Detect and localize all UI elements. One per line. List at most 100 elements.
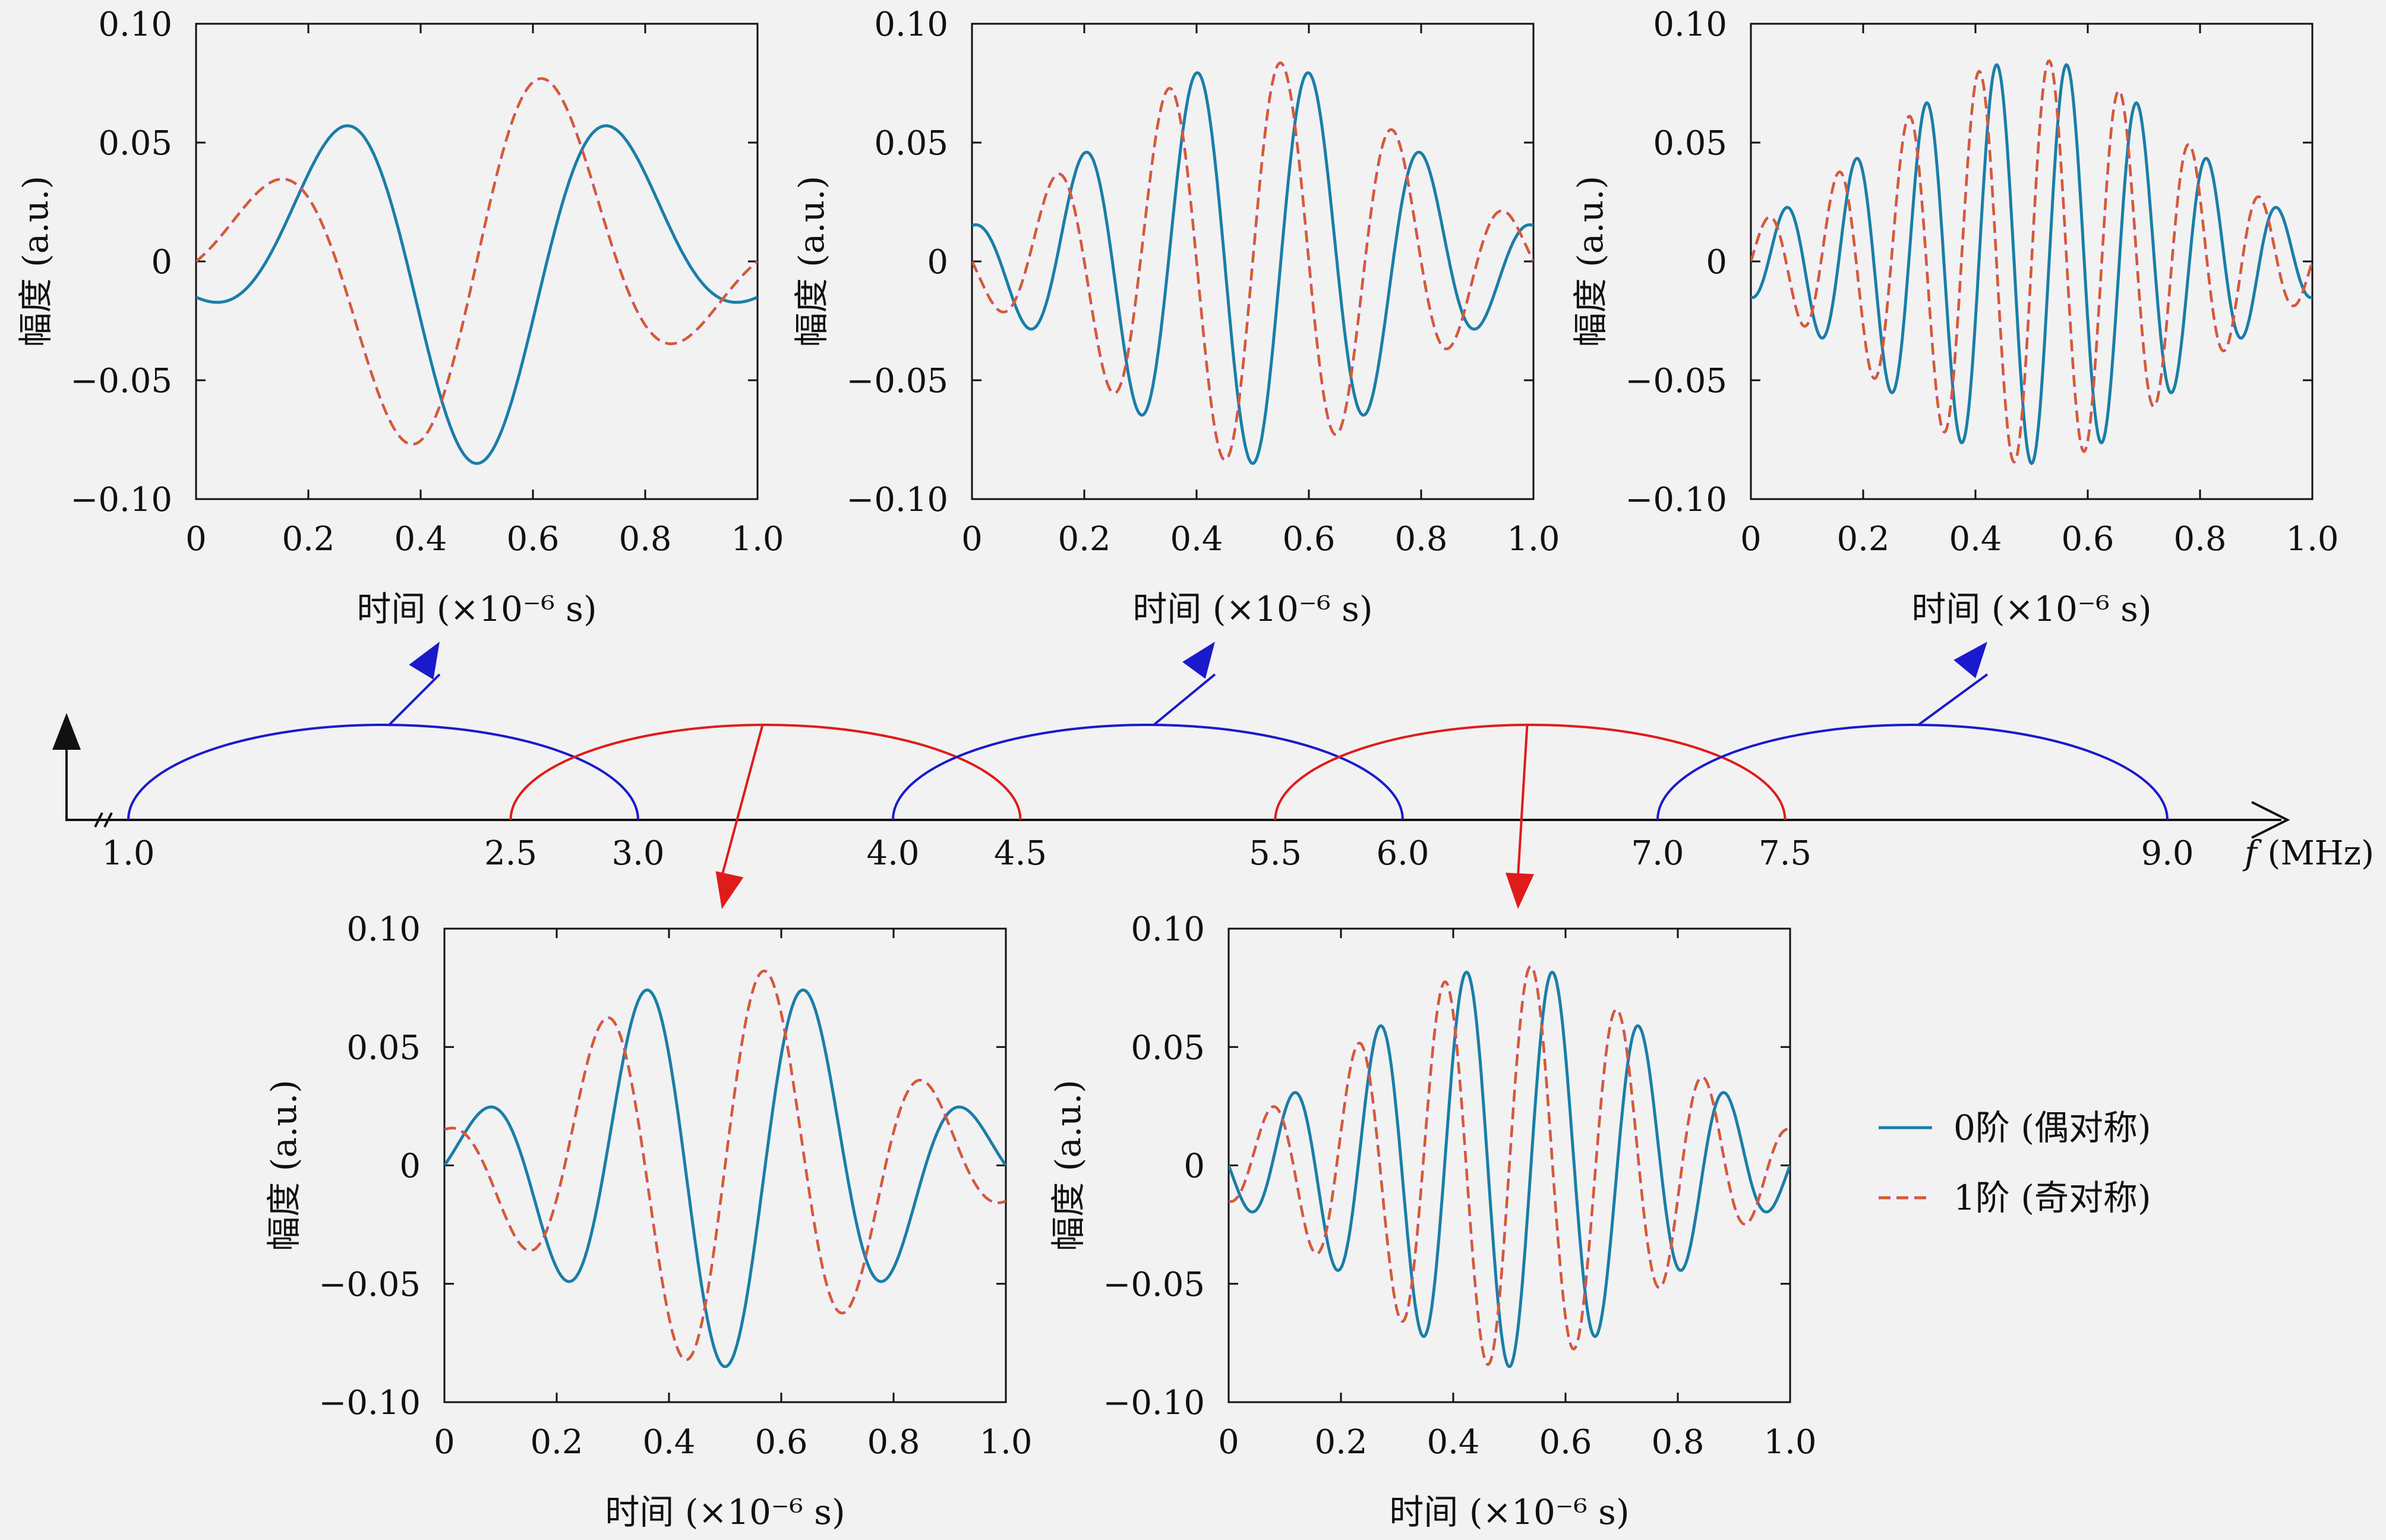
x-tick-label: 0.6 <box>506 520 559 558</box>
x-tick-label: 0.8 <box>1651 1423 1704 1462</box>
chart-panel-bottom-1: 0 0.2 0.4 0.6 0.8 1.0 0.10 0.05 0 −0.05 −0.10 时间 (×… <box>264 910 1033 1532</box>
band-arrow-head <box>409 642 440 680</box>
panels-layer: 0 0.2 0.4 0.6 0.8 1.0 0.10 0.05 0 −0.05 −0.10 时间 (×… <box>15 5 2339 1532</box>
x-tick-label: 0.8 <box>618 520 671 558</box>
frequency-tick-label: 9.0 <box>2141 834 2194 873</box>
chart-panel-bottom-2: 0 0.2 0.4 0.6 0.8 1.0 0.10 0.05 0 −0.05 −0.10 时间 (×… <box>1048 910 1817 1532</box>
legend-label: 0阶 (偶对称) <box>1953 1107 2151 1148</box>
series-line-mode1-pink <box>972 61 1533 462</box>
x-tick-label: 0 <box>434 1423 455 1462</box>
legend: 0阶 (偶对称) 1阶 (奇对称) <box>1879 1107 2151 1218</box>
y-tick-label: −0.05 <box>1103 1266 1205 1304</box>
frequency-tick-label: 1.0 <box>102 834 154 873</box>
x-axis-title: 时间 (×10⁻⁶ s) <box>1911 589 2151 629</box>
frequency-axis-arrowhead <box>2251 801 2290 839</box>
x-tick-label: 1.0 <box>1763 1423 1816 1462</box>
y-tick-label: −0.05 <box>70 362 172 400</box>
x-tick-label: 0.2 <box>1314 1423 1367 1462</box>
y-tick-label: 0 <box>927 243 948 282</box>
x-tick-label: 1.0 <box>2286 520 2338 558</box>
x-tick-label: 0.2 <box>1058 520 1110 558</box>
series-line-mode0 <box>972 71 1533 465</box>
band-arrow-shaft <box>388 673 441 726</box>
band-arrow-head <box>1182 642 1215 679</box>
y-tick-label: 0.05 <box>874 124 948 163</box>
axis-break-mark-2 <box>103 812 113 828</box>
y-tick-label: 0.10 <box>1653 5 1727 44</box>
series-line-mode0 <box>1229 970 1790 1368</box>
frequency-tick-label: 4.0 <box>866 834 919 873</box>
frequency-tick-label: 5.5 <box>1249 834 1302 873</box>
x-tick-label: 0 <box>185 520 207 558</box>
y-tick-label: 0.05 <box>346 1028 421 1067</box>
x-tick-label: 1.0 <box>979 1423 1032 1462</box>
frequency-tick-label: 3.0 <box>611 834 664 873</box>
y-tick-label: −0.10 <box>846 481 948 519</box>
x-tick-label: 0.8 <box>1394 520 1447 558</box>
x-tick-label: 0 <box>1740 520 1762 558</box>
y-tick-label: −0.05 <box>846 362 948 400</box>
x-tick-label: 0.4 <box>1426 1423 1479 1462</box>
series-line-mode0 <box>444 988 1006 1368</box>
chart-panel-top-1: 0 0.2 0.4 0.6 0.8 1.0 0.10 0.05 0 −0.05 −0.10 时间 (×… <box>15 5 784 629</box>
x-tick-label: 0.6 <box>755 1423 807 1462</box>
band-arrow-shaft <box>721 724 764 877</box>
band-arrow-shaft <box>1917 673 1989 726</box>
y-tick-label: 0 <box>399 1147 421 1186</box>
y-tick-label: 0.10 <box>1131 910 1205 949</box>
x-tick-label: 0.4 <box>642 1423 695 1462</box>
y-axis-title: 幅度 (a.u.) <box>264 1080 304 1251</box>
chart-panel-top-2: 0 0.2 0.4 0.6 0.8 1.0 0.10 0.05 0 −0.05 −0.10 时间 (×… <box>791 5 1560 629</box>
x-tick-label: 0.8 <box>867 1423 920 1462</box>
band-arrow-head <box>715 871 744 909</box>
x-tick-label: 0.4 <box>1170 520 1223 558</box>
y-tick-label: 0 <box>1183 1147 1205 1186</box>
y-tick-label: −0.05 <box>318 1266 421 1304</box>
series-line-mode0 <box>1751 63 2312 466</box>
y-tick-label: 0.05 <box>1131 1028 1205 1067</box>
x-tick-label: 0.6 <box>1282 520 1335 558</box>
x-tick-label: 0.4 <box>1949 520 2002 558</box>
y-axis-title: 幅度 (a.u.) <box>791 176 832 348</box>
frequency-tick-label: 4.5 <box>994 834 1047 873</box>
y-axis-title: 幅度 (a.u.) <box>1570 176 1611 348</box>
x-axis-title: 时间 (×10⁻⁶ s) <box>605 1492 845 1532</box>
series-line-mode1 <box>1229 964 1790 1367</box>
axis-break-mark-1 <box>94 812 103 828</box>
vertical-axis-arrowhead <box>52 713 81 750</box>
x-tick-label: 0.4 <box>394 520 447 558</box>
frequency-tick-label: 7.5 <box>1759 834 1811 873</box>
y-tick-label: −0.10 <box>1103 1384 1205 1422</box>
series-line-mode1 <box>196 77 758 446</box>
plot-frame <box>1750 23 2314 500</box>
frequency-band-arc <box>1656 724 2169 821</box>
y-tick-label: −0.10 <box>318 1384 421 1422</box>
chart-panel-top-3: 0 0.2 0.4 0.6 0.8 1.0 0.10 0.05 0 −0.05 −0.10 时间 (×… <box>1570 5 2339 629</box>
x-tick-label: 0 <box>961 520 983 558</box>
legend-label: 1阶 (奇对称) <box>1953 1178 2151 1218</box>
frequency-band-arc <box>509 724 1022 821</box>
y-tick-label: −0.10 <box>70 481 172 519</box>
frequency-tick-label: 2.5 <box>484 834 537 873</box>
y-axis-title: 幅度 (a.u.) <box>15 176 56 348</box>
y-tick-label: −0.10 <box>1625 481 1727 519</box>
frequency-axis-label: f (MHz) <box>2242 834 2374 873</box>
band-arrow-shaft <box>1153 673 1216 726</box>
x-tick-label: 0.2 <box>1836 520 1889 558</box>
y-axis-title: 幅度 (a.u.) <box>1048 1080 1088 1251</box>
x-tick-label: 0 <box>1218 1423 1239 1462</box>
x-tick-label: 0.6 <box>1539 1423 1592 1462</box>
frequency-band-arc <box>892 724 1404 821</box>
y-tick-label: −0.05 <box>1625 362 1727 400</box>
band-arrow-shaft <box>1517 724 1529 877</box>
frequency-band-diagram: 1.0 2.5 3.0 4.0 4.5 5.5 6.0 7.0 7.5 9.0 f (MHz) <box>52 642 2374 909</box>
y-tick-label: 0 <box>151 243 172 282</box>
band-arrow-head <box>1506 872 1534 909</box>
x-axis-title: 时间 (×10⁻⁶ s) <box>356 589 596 629</box>
y-tick-label: 0.10 <box>874 5 948 44</box>
y-tick-label: 0.10 <box>98 5 172 44</box>
x-tick-label: 0.8 <box>2173 520 2226 558</box>
x-tick-label: 1.0 <box>731 520 784 558</box>
band-arrow-head <box>1953 642 1987 679</box>
